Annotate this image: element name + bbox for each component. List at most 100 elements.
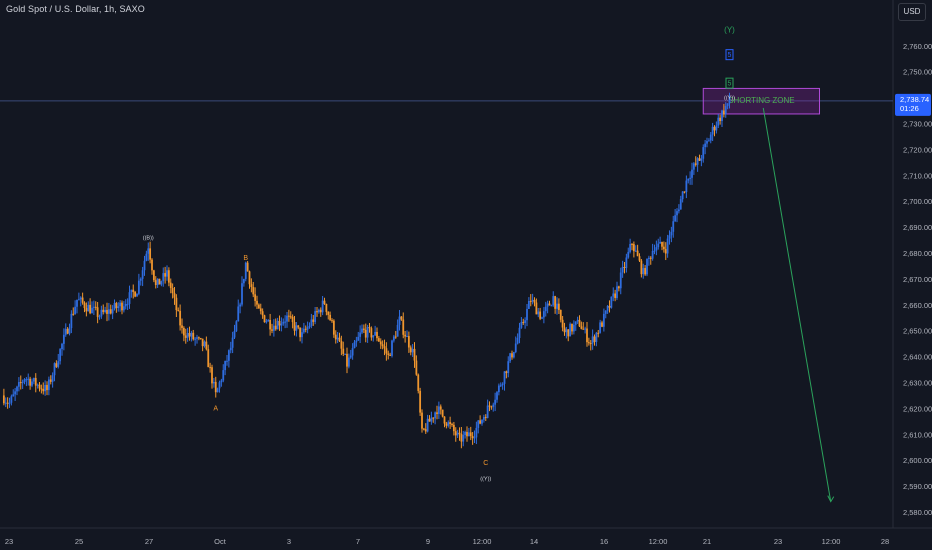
candle xyxy=(239,302,242,314)
candle xyxy=(704,139,707,155)
wave-label[interactable]: (Y) xyxy=(724,25,735,34)
candle xyxy=(344,353,347,355)
candle xyxy=(122,301,125,313)
wave-label[interactable]: ((Y)) xyxy=(480,476,491,482)
candle xyxy=(46,381,48,396)
candle xyxy=(411,344,414,357)
candle xyxy=(700,155,703,167)
time-tick-label: 27 xyxy=(145,537,153,546)
candle xyxy=(47,376,50,396)
candle xyxy=(437,401,440,419)
svg-text:2,738.74: 2,738.74 xyxy=(900,95,929,104)
candle xyxy=(451,422,453,427)
candle xyxy=(679,195,682,210)
candle xyxy=(126,298,129,310)
candle xyxy=(100,305,103,319)
candle xyxy=(473,430,476,443)
candle xyxy=(593,334,596,346)
candle xyxy=(34,373,37,393)
candle xyxy=(370,326,373,341)
candle xyxy=(68,323,71,336)
time-tick-label: 12:00 xyxy=(822,537,841,546)
wave-label[interactable]: 5 xyxy=(725,77,734,89)
candle xyxy=(81,292,84,305)
candle xyxy=(683,191,686,194)
svg-text:B: B xyxy=(243,255,248,262)
candle xyxy=(222,364,225,383)
candle xyxy=(338,332,341,342)
candle xyxy=(383,339,386,356)
candle xyxy=(64,323,67,337)
wave-label[interactable]: B xyxy=(243,255,248,262)
wave-label[interactable]: ((B)) xyxy=(143,235,154,241)
candle xyxy=(516,333,519,345)
candle xyxy=(422,427,425,431)
candle xyxy=(143,255,146,276)
candle xyxy=(556,297,558,315)
candle xyxy=(154,276,157,289)
candle xyxy=(299,327,302,342)
currency-button[interactable]: USD xyxy=(898,3,926,21)
candle xyxy=(407,331,410,353)
candle xyxy=(319,307,322,317)
candle xyxy=(685,175,688,199)
candle xyxy=(460,426,463,449)
time-tick-label: 3 xyxy=(287,537,291,546)
candle xyxy=(32,377,35,385)
candle xyxy=(203,340,206,348)
price-tick-label: 2,620.00 xyxy=(903,404,932,413)
candle xyxy=(406,330,408,338)
candle xyxy=(409,345,412,356)
candle xyxy=(417,373,420,394)
candle xyxy=(61,342,63,356)
wave-label[interactable]: ((Y)) xyxy=(724,96,735,102)
candle xyxy=(91,301,93,314)
time-tick-label: 28 xyxy=(881,537,889,546)
svg-text:5: 5 xyxy=(728,52,732,59)
symbol-title: Gold Spot / U.S. Dollar, 1h, SAXO xyxy=(6,4,145,14)
candle xyxy=(636,244,639,257)
candle xyxy=(402,312,405,339)
candle xyxy=(53,362,56,382)
candle xyxy=(717,114,720,128)
candle xyxy=(175,294,178,317)
candle xyxy=(561,315,564,332)
candle xyxy=(21,379,24,389)
candle xyxy=(520,317,523,329)
wave-label[interactable]: A xyxy=(213,405,218,412)
candle xyxy=(464,430,467,439)
candle xyxy=(74,300,77,315)
candle xyxy=(306,321,309,334)
candle xyxy=(544,301,547,317)
candle xyxy=(186,327,189,342)
candle xyxy=(587,337,590,346)
candle xyxy=(691,162,693,185)
candle xyxy=(535,298,538,315)
shorting-zone-box[interactable] xyxy=(702,87,820,115)
candle xyxy=(524,317,527,329)
candle xyxy=(314,307,317,325)
wave-label[interactable]: 5 xyxy=(725,49,734,61)
candle xyxy=(582,322,585,330)
candle xyxy=(659,236,662,244)
candle xyxy=(394,331,397,339)
time-tick-label: 16 xyxy=(600,537,608,546)
candle xyxy=(327,311,330,320)
candle xyxy=(272,319,275,337)
candle xyxy=(96,301,99,324)
candle xyxy=(252,281,255,298)
candle xyxy=(184,328,187,344)
wave-label[interactable]: C xyxy=(483,460,488,467)
candle xyxy=(12,389,15,397)
candle xyxy=(389,352,392,356)
candle xyxy=(166,265,168,281)
candle xyxy=(361,324,363,335)
candle xyxy=(612,287,615,302)
projection-arrow[interactable] xyxy=(762,107,835,503)
candle xyxy=(548,300,551,306)
candle xyxy=(475,421,478,445)
candle xyxy=(289,311,292,319)
candle xyxy=(342,341,345,357)
candle xyxy=(576,316,579,324)
